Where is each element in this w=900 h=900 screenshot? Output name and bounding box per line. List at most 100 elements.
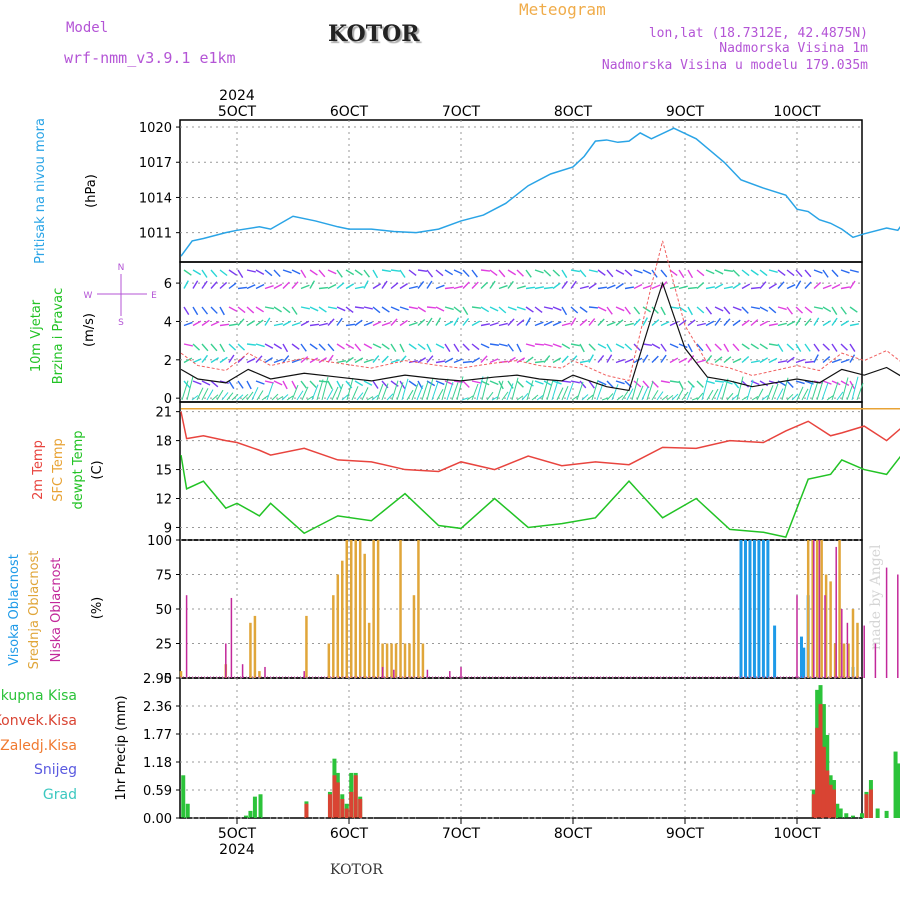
wind-barb (746, 379, 754, 401)
coords-text: lon,lat (18.7312E, 42.4875N) (648, 26, 868, 41)
wind-barb (228, 306, 238, 312)
wind-barb (732, 343, 740, 352)
wind-barb (624, 269, 633, 277)
model-label: Model (66, 20, 109, 36)
wind-barb (354, 357, 364, 364)
wind-barb (264, 317, 271, 326)
wind-barb (822, 269, 829, 278)
wind-barb (273, 358, 283, 364)
wind-barb (606, 321, 616, 327)
wind-barb (624, 343, 633, 351)
wind-barb (840, 269, 850, 274)
wind-barb (471, 306, 482, 309)
wind-barb (309, 323, 320, 327)
cloud-bar (349, 540, 353, 678)
wind-barb (626, 388, 634, 401)
wind-barb (345, 306, 354, 313)
wind-barb (678, 269, 685, 278)
wind-barb (813, 317, 820, 326)
wind-barb (201, 354, 209, 363)
wind-barb (768, 343, 778, 347)
wind-barb (849, 343, 856, 352)
wind-barb (786, 284, 796, 290)
wind-barb (570, 306, 579, 314)
wind-barb (237, 343, 246, 351)
wind-barb (831, 381, 839, 401)
wind-barb (408, 343, 417, 350)
cloud-bar (818, 540, 821, 678)
cloud-bar (332, 595, 335, 678)
wind-barb (556, 387, 564, 401)
wind-barb (345, 343, 355, 350)
wind-barb (331, 386, 339, 401)
wind-barb (426, 317, 433, 326)
wind-barb (498, 343, 508, 347)
precip-bar (859, 813, 864, 818)
wind-barb (642, 343, 653, 347)
wind-barb (795, 380, 805, 385)
cloud-bar (258, 671, 261, 678)
wind-barb (813, 269, 823, 274)
wind-barb (723, 343, 730, 353)
wind-barb (581, 394, 589, 401)
wind-gust-line (180, 240, 900, 382)
wind-barb (606, 393, 614, 401)
cloud-bar (336, 574, 340, 678)
wind-barb (678, 306, 687, 313)
wind-barb (751, 396, 759, 401)
cloud-bar (264, 666, 266, 678)
wind-barb (346, 377, 354, 401)
wind-barb (471, 357, 481, 364)
wind-barb (351, 386, 359, 401)
wind-barb (264, 357, 273, 364)
wind-barb (435, 380, 445, 386)
wind-barb (354, 306, 365, 309)
wind-barb (264, 269, 273, 277)
wind-barb (273, 306, 282, 313)
wind-barb (219, 356, 228, 364)
compass-west: W (84, 291, 93, 301)
wind-barb (642, 284, 652, 290)
wind-barb (354, 286, 364, 290)
wind-barb (256, 390, 264, 401)
wind-barb (426, 343, 432, 353)
wind-barb (726, 392, 734, 401)
wind-barb (831, 269, 839, 278)
wind-barb (597, 380, 607, 386)
wind-barb (851, 376, 859, 401)
wind-barb (453, 306, 462, 314)
wind-barb (507, 269, 517, 276)
y-tick-label: 1011 (139, 227, 172, 242)
precip-bar (340, 799, 345, 818)
wind-barb (741, 355, 750, 364)
precip-bar (185, 803, 190, 818)
wind-barb (336, 282, 345, 290)
wind-barb (231, 393, 239, 401)
wind-barb (561, 343, 571, 350)
wind-barb (633, 318, 641, 326)
cloud-bar (739, 540, 743, 678)
cloud-bar (426, 669, 429, 678)
wind-barb (507, 306, 517, 311)
wind-barb (759, 306, 769, 312)
wind-barb (255, 269, 265, 276)
wind-barb (381, 383, 389, 401)
wind-barb (436, 389, 444, 401)
wind-barb (736, 376, 744, 401)
wind-barb (841, 377, 849, 401)
wind-barb (507, 318, 515, 326)
wind-barb (541, 379, 549, 401)
wind-barb (588, 306, 599, 309)
wind-barb (552, 343, 562, 348)
wind-barb (444, 306, 454, 311)
wind-barb (282, 306, 291, 314)
wind-barb (768, 323, 778, 327)
wind-barb (480, 281, 489, 290)
wind-barb (246, 380, 252, 390)
wind-barb (246, 306, 255, 314)
wind-barb (237, 380, 244, 389)
wind-barb (795, 306, 804, 314)
wind-barb (750, 360, 760, 364)
wind-barb (336, 380, 342, 390)
wind-barb (282, 281, 290, 289)
